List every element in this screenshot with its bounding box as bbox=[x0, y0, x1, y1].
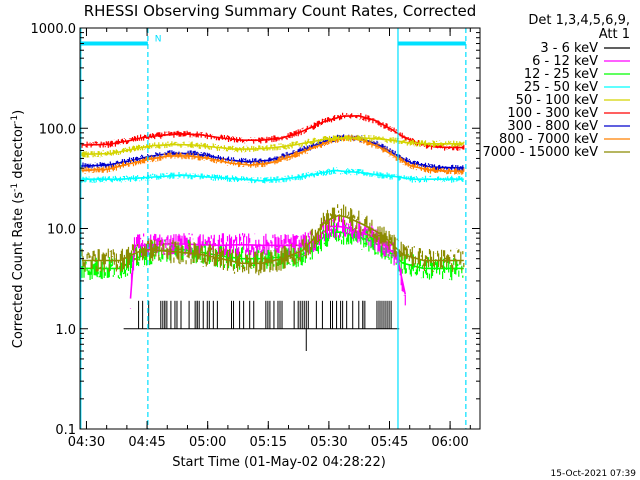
x-tick-label: 05:30 bbox=[310, 435, 347, 450]
series-group bbox=[81, 112, 465, 351]
legend-entry-label: 800 - 7000 keV bbox=[499, 132, 598, 147]
y-axis-label-part1: Corrected Count Rate (s bbox=[11, 192, 26, 349]
x-tick-label: 04:30 bbox=[68, 435, 105, 450]
legend-header-line1: Det 1,3,4,5,6,9, bbox=[528, 13, 630, 28]
plot-frame bbox=[79, 27, 481, 430]
y-tick-label: 0.1 bbox=[55, 423, 76, 438]
legend-entry-label: 7000 - 15000 keV bbox=[483, 145, 599, 160]
x-tick-label: 05:00 bbox=[189, 435, 226, 450]
series-line bbox=[82, 214, 464, 265]
series-noise bbox=[81, 135, 465, 175]
x-axis-label: Start Time (01-May-02 04:28:22) bbox=[172, 455, 386, 470]
series-800-to-7000kev bbox=[81, 135, 465, 175]
legend-header-line2: Att 1 bbox=[599, 27, 630, 42]
y-axis-label-sup1: -1 bbox=[10, 183, 20, 192]
series-7000-to-15000kev bbox=[81, 204, 465, 276]
x-tick-label: 06:00 bbox=[431, 435, 468, 450]
y-axis-label-part3: ) bbox=[11, 110, 26, 115]
y-axis-label-sup2: -1 bbox=[10, 115, 20, 124]
x-tick-label: 05:15 bbox=[250, 435, 287, 450]
x-tick-label: 04:45 bbox=[128, 435, 165, 450]
series-line bbox=[81, 137, 464, 156]
footer-timestamp: 15-Oct-2021 07:39 bbox=[551, 469, 637, 479]
x-tick-label: 05:45 bbox=[371, 435, 408, 450]
legend-entry-label: 12 - 25 keV bbox=[524, 67, 598, 82]
y-tick-label: 10.0 bbox=[47, 223, 76, 238]
y-tick-label: 100.0 bbox=[39, 122, 76, 137]
plot-area: N bbox=[80, 28, 467, 429]
legend-entry-label: 25 - 50 keV bbox=[524, 80, 598, 95]
legend-entry-label: 100 - 300 keV bbox=[507, 106, 598, 121]
y-axis-label: Corrected Count Rate (s-1 detector-1) bbox=[10, 110, 26, 348]
series-line bbox=[81, 114, 464, 149]
series-3-to-6kev bbox=[123, 300, 400, 351]
legend-entry-label: 3 - 6 keV bbox=[540, 41, 598, 56]
y-tick-label: 1.0 bbox=[55, 323, 76, 338]
y-axis: 1000.0 100.0 10.0 1.0 0.1 bbox=[31, 22, 480, 438]
series-noise bbox=[81, 167, 465, 184]
x-axis: 04:30 04:45 05:00 05:15 05:30 05:45 06:00 bbox=[68, 28, 471, 450]
series-50-to-100kev bbox=[81, 134, 465, 158]
legend-entry-label: 50 - 100 keV bbox=[516, 93, 599, 108]
y-tick-label: 1000.0 bbox=[31, 22, 77, 37]
legend-entry-label: 6 - 12 keV bbox=[532, 54, 598, 69]
y-axis-label-part2: detector bbox=[11, 123, 26, 183]
series-line bbox=[81, 137, 464, 173]
night-annotation: N bbox=[155, 35, 162, 45]
series-25-to-50kev bbox=[81, 167, 465, 184]
series-noise bbox=[81, 204, 465, 276]
legend-entry-label: 300 - 800 keV bbox=[507, 119, 598, 134]
chart-title: RHESSI Observing Summary Count Rates, Co… bbox=[84, 2, 477, 20]
series-line bbox=[82, 169, 464, 182]
